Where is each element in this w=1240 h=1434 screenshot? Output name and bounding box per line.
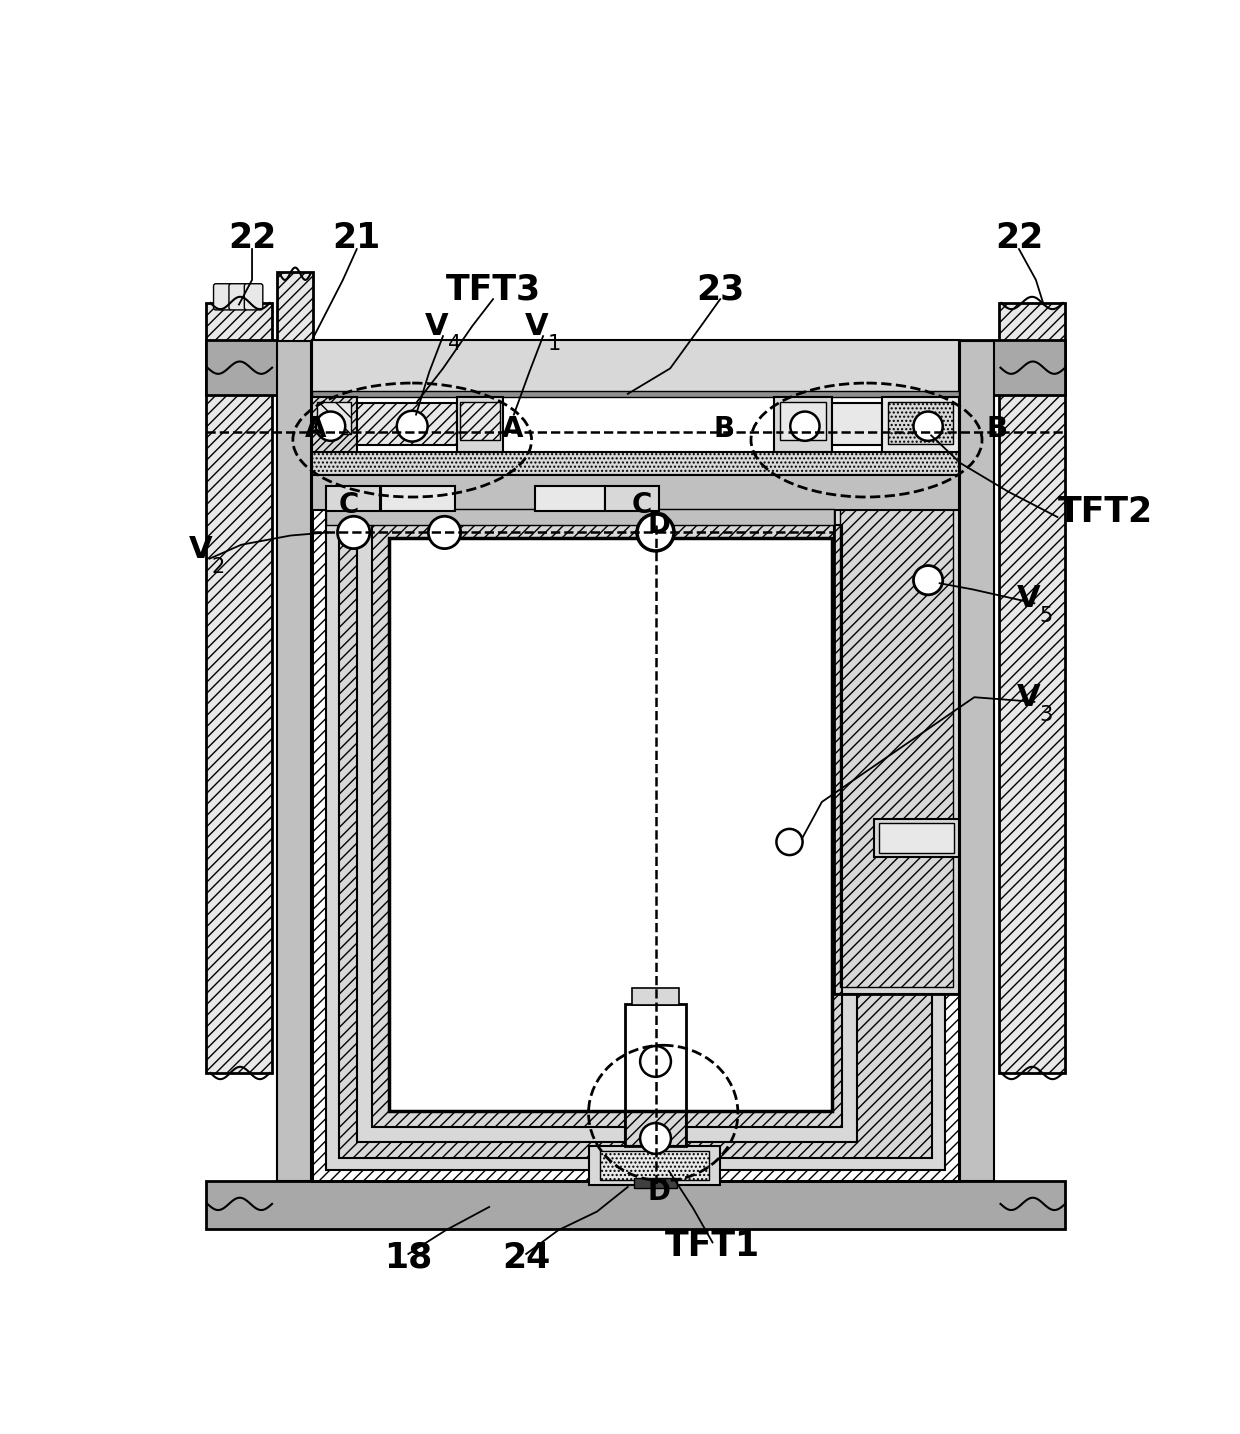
Bar <box>879 823 955 853</box>
Text: V: V <box>525 311 549 341</box>
Text: V: V <box>1017 683 1040 711</box>
Text: A: A <box>501 416 523 443</box>
Text: 3: 3 <box>1039 706 1053 726</box>
Bar <box>326 509 835 525</box>
Bar <box>589 1146 720 1184</box>
FancyBboxPatch shape <box>244 284 263 310</box>
Text: D: D <box>647 1177 670 1206</box>
Circle shape <box>914 565 942 595</box>
Text: 5: 5 <box>1039 607 1053 627</box>
Circle shape <box>776 829 802 855</box>
Bar <box>326 486 945 1170</box>
Circle shape <box>640 1045 671 1077</box>
Bar <box>206 1180 1065 1229</box>
Bar <box>605 486 658 511</box>
Bar <box>312 476 959 511</box>
Bar <box>536 486 605 511</box>
Bar <box>206 303 272 1073</box>
Bar <box>312 390 959 397</box>
Bar <box>206 340 1065 396</box>
Bar <box>456 397 503 452</box>
Bar <box>780 402 826 440</box>
Text: 18: 18 <box>384 1240 433 1275</box>
Text: 22: 22 <box>228 221 277 254</box>
Bar <box>999 303 1065 1073</box>
Text: D: D <box>647 511 670 539</box>
Bar <box>841 493 952 987</box>
Text: 23: 23 <box>696 272 744 305</box>
Bar <box>382 486 455 511</box>
Bar <box>634 1179 677 1187</box>
Text: V: V <box>1017 584 1040 614</box>
Bar <box>312 397 357 452</box>
Text: TFT2: TFT2 <box>1058 495 1153 529</box>
Circle shape <box>637 513 675 551</box>
Bar <box>312 452 959 476</box>
Text: 2: 2 <box>211 556 224 576</box>
Bar <box>326 486 945 1170</box>
Text: C: C <box>631 490 652 519</box>
Circle shape <box>397 410 428 442</box>
Bar <box>278 341 311 1180</box>
Text: C: C <box>339 490 360 519</box>
Text: 21: 21 <box>332 221 381 254</box>
Circle shape <box>316 412 345 440</box>
Text: B: B <box>713 416 734 443</box>
Circle shape <box>914 412 942 440</box>
Bar <box>372 525 842 1127</box>
Bar <box>460 402 500 440</box>
Bar <box>774 397 832 452</box>
Bar <box>600 1150 709 1180</box>
Text: 22: 22 <box>994 221 1043 254</box>
Bar <box>312 340 959 396</box>
Circle shape <box>428 516 461 549</box>
FancyBboxPatch shape <box>213 284 232 310</box>
Bar <box>312 340 959 396</box>
Bar <box>961 341 994 1180</box>
Bar <box>317 402 351 435</box>
Bar <box>357 511 857 1143</box>
Bar <box>625 1004 686 1146</box>
Bar <box>389 538 832 1111</box>
Bar <box>888 402 952 445</box>
Circle shape <box>640 1123 671 1154</box>
Text: 1: 1 <box>548 334 560 354</box>
Bar <box>835 486 959 994</box>
Text: 4: 4 <box>448 334 461 354</box>
Text: TFT3: TFT3 <box>445 272 541 305</box>
Bar <box>460 402 500 440</box>
Bar <box>874 819 959 858</box>
FancyBboxPatch shape <box>229 284 248 310</box>
Text: A: A <box>305 416 326 443</box>
Circle shape <box>790 412 820 440</box>
Bar <box>357 403 456 446</box>
Bar <box>625 1004 686 1146</box>
Bar <box>312 396 959 1196</box>
Text: B: B <box>987 416 1008 443</box>
Bar <box>632 988 678 1005</box>
Text: V: V <box>425 311 449 341</box>
Bar <box>317 402 351 435</box>
Bar <box>278 272 312 341</box>
Bar <box>357 511 857 1143</box>
Text: 24: 24 <box>502 1240 551 1275</box>
Circle shape <box>337 516 370 549</box>
Bar <box>835 486 959 994</box>
Bar <box>832 403 882 446</box>
Bar <box>389 538 832 1111</box>
Bar <box>326 486 379 511</box>
Bar <box>882 397 959 452</box>
Text: V: V <box>188 535 212 564</box>
Text: TFT1: TFT1 <box>665 1229 760 1263</box>
Bar <box>312 476 959 1180</box>
Bar <box>339 496 932 1157</box>
